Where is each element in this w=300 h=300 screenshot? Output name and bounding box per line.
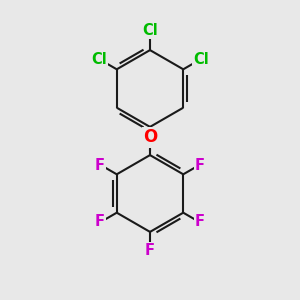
Text: O: O: [143, 128, 157, 146]
Text: F: F: [195, 214, 205, 230]
Text: Cl: Cl: [142, 23, 158, 38]
Text: F: F: [95, 158, 105, 172]
Text: F: F: [195, 158, 205, 172]
Text: Cl: Cl: [193, 52, 208, 67]
Text: F: F: [145, 243, 155, 258]
Text: Cl: Cl: [92, 52, 107, 67]
Text: F: F: [95, 214, 105, 230]
